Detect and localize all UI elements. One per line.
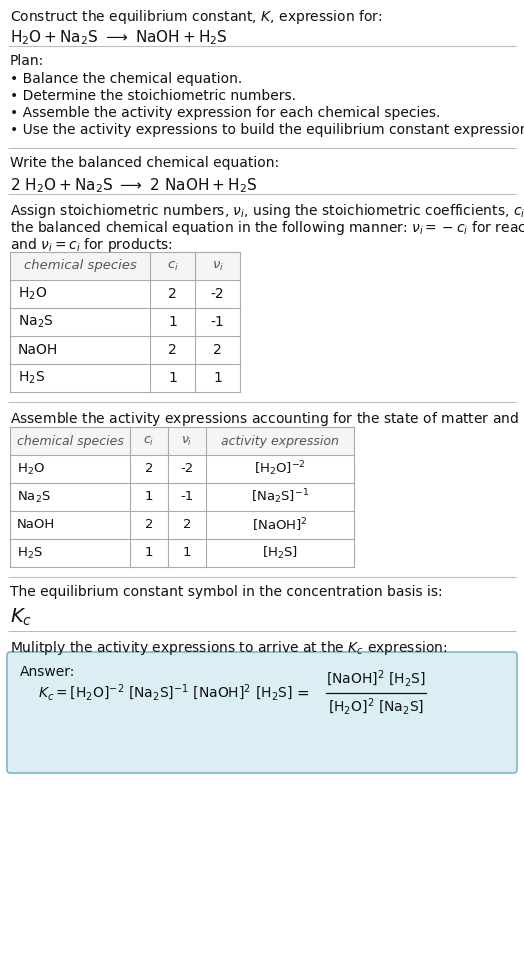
Text: $\nu_i$: $\nu_i$ — [212, 260, 223, 272]
Text: and $\nu_i = c_i$ for products:: and $\nu_i = c_i$ for products: — [10, 236, 173, 254]
Text: $\mathrm{[H_2O]^2\ [Na_2S]}$: $\mathrm{[H_2O]^2\ [Na_2S]}$ — [328, 697, 424, 717]
Text: 1: 1 — [145, 547, 153, 559]
Text: 2: 2 — [145, 462, 153, 476]
Text: The equilibrium constant symbol in the concentration basis is:: The equilibrium constant symbol in the c… — [10, 585, 443, 599]
FancyBboxPatch shape — [7, 652, 517, 773]
Text: =: = — [296, 686, 309, 700]
Text: activity expression: activity expression — [221, 434, 339, 448]
Text: $\mathregular{H_2S}$: $\mathregular{H_2S}$ — [17, 546, 43, 561]
Text: Mulitply the activity expressions to arrive at the $K_c$ expression:: Mulitply the activity expressions to arr… — [10, 639, 447, 657]
Text: $\mathregular{H_2S}$: $\mathregular{H_2S}$ — [18, 370, 45, 386]
Text: Plan:: Plan: — [10, 54, 44, 68]
Text: $\mathregular{H_2O}$: $\mathregular{H_2O}$ — [18, 286, 47, 302]
Text: NaOH: NaOH — [18, 343, 58, 357]
Text: • Determine the stoichiometric numbers.: • Determine the stoichiometric numbers. — [10, 89, 296, 103]
Text: chemical species: chemical species — [17, 434, 124, 448]
Text: -2: -2 — [180, 462, 194, 476]
Text: Write the balanced chemical equation:: Write the balanced chemical equation: — [10, 156, 279, 170]
Text: $c_i$: $c_i$ — [167, 260, 178, 272]
Text: $\mathregular{Na_2S}$: $\mathregular{Na_2S}$ — [17, 489, 51, 504]
Text: $\mathregular{[Na_2S]^{-1}}$: $\mathregular{[Na_2S]^{-1}}$ — [251, 487, 309, 506]
Text: $\nu_i$: $\nu_i$ — [181, 434, 193, 448]
Text: $\mathregular{[H_2S]}$: $\mathregular{[H_2S]}$ — [262, 545, 298, 561]
Text: $\mathregular{H_2O}$: $\mathregular{H_2O}$ — [17, 461, 45, 477]
Text: 2: 2 — [145, 519, 153, 531]
Text: 1: 1 — [183, 547, 191, 559]
Text: 1: 1 — [168, 315, 177, 329]
Text: Assign stoichiometric numbers, $\nu_i$, using the stoichiometric coefficients, $: Assign stoichiometric numbers, $\nu_i$, … — [10, 202, 524, 220]
Text: $\mathregular{Na_2S}$: $\mathregular{Na_2S}$ — [18, 314, 53, 330]
Text: $\mathregular{[H_2O]^{-2}}$: $\mathregular{[H_2O]^{-2}}$ — [254, 459, 306, 479]
Text: 1: 1 — [145, 490, 153, 503]
Text: • Assemble the activity expression for each chemical species.: • Assemble the activity expression for e… — [10, 106, 440, 120]
Bar — [10, 252, 240, 280]
Text: chemical species: chemical species — [24, 260, 136, 272]
Text: 1: 1 — [168, 371, 177, 385]
Text: NaOH: NaOH — [17, 519, 55, 531]
Text: $K_c$: $K_c$ — [10, 607, 32, 628]
Text: $K_c = \mathrm{[H_2O]^{-2}\ [Na_2S]^{-1}\ [NaOH]^2\ [H_2S]}$: $K_c = \mathrm{[H_2O]^{-2}\ [Na_2S]^{-1}… — [38, 683, 293, 703]
Text: 1: 1 — [213, 371, 222, 385]
Text: • Use the activity expressions to build the equilibrium constant expression.: • Use the activity expressions to build … — [10, 123, 524, 137]
Text: $\mathrm{[NaOH]^2\ [H_2S]}$: $\mathrm{[NaOH]^2\ [H_2S]}$ — [326, 668, 426, 690]
Text: Answer:: Answer: — [20, 665, 75, 679]
Text: Construct the equilibrium constant, $K$, expression for:: Construct the equilibrium constant, $K$,… — [10, 8, 383, 26]
Text: -1: -1 — [180, 490, 194, 503]
Text: 2: 2 — [168, 343, 177, 357]
Text: $c_i$: $c_i$ — [144, 434, 155, 448]
Text: • Balance the chemical equation.: • Balance the chemical equation. — [10, 72, 242, 86]
Text: 2: 2 — [183, 519, 191, 531]
Text: $\mathregular{2\ H_2O + Na_2S\ \longrightarrow\ 2\ NaOH + H_2S}$: $\mathregular{2\ H_2O + Na_2S\ \longrigh… — [10, 176, 257, 195]
Text: -2: -2 — [211, 287, 224, 301]
Bar — [10, 427, 354, 455]
Text: Assemble the activity expressions accounting for the state of matter and $\nu_i$: Assemble the activity expressions accoun… — [10, 410, 524, 428]
Text: 2: 2 — [168, 287, 177, 301]
Text: $\mathregular{H_2O + Na_2S\ \longrightarrow\ NaOH + H_2S}$: $\mathregular{H_2O + Na_2S\ \longrightar… — [10, 28, 228, 47]
Text: the balanced chemical equation in the following manner: $\nu_i = -c_i$ for react: the balanced chemical equation in the fo… — [10, 219, 524, 237]
Text: -1: -1 — [211, 315, 224, 329]
Text: $\mathregular{[NaOH]^2}$: $\mathregular{[NaOH]^2}$ — [252, 516, 308, 534]
Text: 2: 2 — [213, 343, 222, 357]
